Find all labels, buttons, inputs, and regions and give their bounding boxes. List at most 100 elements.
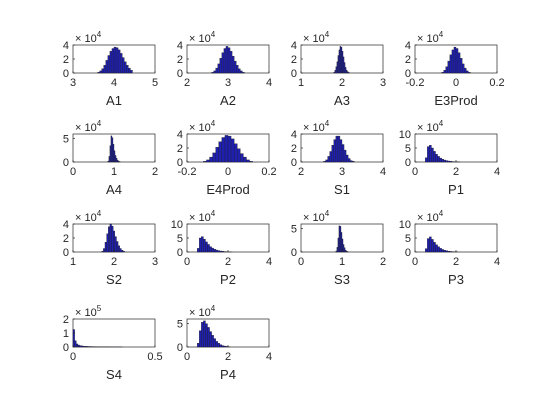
x-tick-label: 1 <box>298 77 304 89</box>
x-axis-label: S3 <box>334 272 350 287</box>
x-axis-label: E3Prod <box>434 93 477 108</box>
x-tick-label: -0.2 <box>178 166 197 178</box>
histogram-bar <box>126 65 129 74</box>
histogram-bar <box>206 159 210 163</box>
x-axis-label: S2 <box>106 272 122 287</box>
histogram-bar <box>461 63 465 74</box>
histogram-bar <box>233 60 237 74</box>
histogram-bar <box>207 327 210 348</box>
x-tick-label: 3 <box>225 77 231 89</box>
histogram-bar <box>441 159 444 163</box>
y-exponent-base: × 10 <box>75 212 97 224</box>
y-exponent-base: × 10 <box>417 212 439 224</box>
x-axis-label: A2 <box>220 93 236 108</box>
histogram-bar <box>97 72 100 74</box>
histogram-bar <box>217 343 220 348</box>
histogram-bar <box>199 237 202 253</box>
y-exponent-label: × 104 <box>189 30 216 45</box>
x-tick-label: 2 <box>152 166 158 178</box>
y-exponent-base: × 10 <box>417 122 439 134</box>
y-exponent-base: × 10 <box>189 307 211 319</box>
x-tick-label: 2 <box>111 256 117 268</box>
histogram-bar <box>217 250 220 253</box>
histogram-bar <box>230 138 235 163</box>
y-tick-label: 0 <box>405 157 411 169</box>
histogram-bar <box>207 244 210 253</box>
y-exponent-base: × 10 <box>303 33 325 45</box>
histogram-bar <box>211 335 214 348</box>
y-tick-label: 2 <box>405 54 411 66</box>
histogram-bar <box>221 345 225 348</box>
x-tick-label: 2 <box>453 256 459 268</box>
histogram-bar <box>429 236 432 253</box>
histogram-bar <box>455 48 459 74</box>
y-tick-label: 4 <box>291 40 297 52</box>
y-exponent-base: × 10 <box>75 33 97 45</box>
histogram-bar <box>350 160 353 163</box>
histogram-bar <box>99 70 102 74</box>
histogram-bar <box>451 49 455 74</box>
y-tick-label: 5 <box>177 233 183 245</box>
y-exponent-base: × 10 <box>75 122 97 134</box>
histogram-bar <box>215 67 218 74</box>
y-tick-label: 0 <box>63 247 69 259</box>
y-tick-label: 2 <box>177 143 183 155</box>
x-tick-label: 0.2 <box>489 77 504 89</box>
histogram-bar <box>343 247 346 253</box>
histogram-bar <box>201 322 204 348</box>
y-tick-label: 4 <box>405 40 411 52</box>
histogram-bar <box>119 248 122 253</box>
x-tick-label: 2 <box>453 166 459 178</box>
y-tick-label: 1 <box>63 328 69 340</box>
histogram-bar <box>435 244 438 253</box>
histogram-bar <box>233 143 238 163</box>
histogram-bar <box>429 145 432 163</box>
histogram-bar <box>323 161 326 163</box>
x-tick-label: 0 <box>184 351 190 363</box>
histogram-bar <box>117 49 121 74</box>
histogram-bar <box>238 68 241 74</box>
x-tick-label: 0.5 <box>147 351 162 363</box>
histogram-bar <box>449 161 453 163</box>
histogram-bar <box>223 48 227 74</box>
y-tick-label: 10 <box>399 219 411 231</box>
histogram-bar <box>205 323 208 348</box>
x-tick-label: 0 <box>412 256 418 268</box>
histogram-bar <box>109 51 113 74</box>
histogram-bar <box>240 153 244 163</box>
x-tick-label: 2 <box>225 351 231 363</box>
y-exponent-power: 4 <box>97 209 102 218</box>
y-exponent-label: × 104 <box>303 30 330 45</box>
histogram-bar <box>225 46 229 74</box>
x-tick-label: 2 <box>380 256 386 268</box>
histogram-bar <box>85 346 88 348</box>
histogram-bar <box>347 72 350 74</box>
y-tick-label: 0 <box>177 247 183 259</box>
y-exponent-label: × 104 <box>303 209 330 224</box>
histogram-bar <box>335 135 339 163</box>
histogram-bar <box>201 236 204 253</box>
histogram-bar <box>209 156 213 163</box>
histogram-bar <box>84 346 87 348</box>
y-exponent-power: 5 <box>97 304 102 313</box>
histogram-bar <box>427 146 430 163</box>
histogram-bar <box>119 53 123 74</box>
histogram-bar <box>445 66 448 74</box>
y-exponent-power: 4 <box>439 209 444 218</box>
histogram-bar <box>457 52 461 74</box>
histogram-bar <box>435 153 438 163</box>
x-tick-label: 1 <box>339 256 345 268</box>
histogram-bar <box>218 141 223 163</box>
x-tick-label: 4 <box>494 256 500 268</box>
histogram-bar <box>215 249 218 253</box>
y-exponent-power: 4 <box>211 304 216 313</box>
histogram-bar <box>343 149 347 163</box>
histogram-bar <box>441 72 444 74</box>
histogram-bar <box>213 338 216 348</box>
histogram-bar <box>103 248 106 253</box>
histogram-bar <box>224 135 229 163</box>
histogram-bar <box>205 241 208 253</box>
